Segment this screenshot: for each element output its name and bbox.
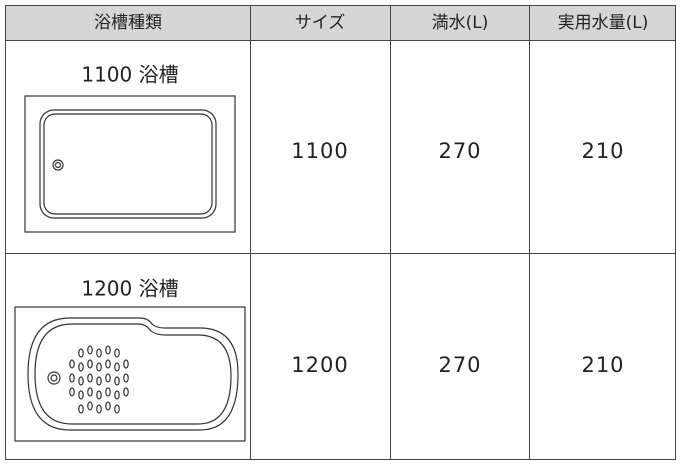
anti-slip-dot (87, 401, 93, 411)
anti-slip-dot (78, 362, 84, 372)
anti-slip-dot (87, 345, 93, 355)
anti-slip-dot (78, 348, 84, 358)
tub-outline (14, 306, 246, 442)
usable-volume-cell: 210 (581, 139, 624, 163)
header-background (5, 5, 676, 40)
tub-label: 1200 浴槽 (81, 277, 178, 301)
header-cell: 実用水量(L) (558, 13, 649, 33)
full-volume-cell: 270 (438, 353, 481, 377)
header-cell: 満水(L) (432, 13, 489, 33)
anti-slip-dot (69, 373, 75, 383)
anti-slip-dot (96, 404, 102, 414)
anti-slip-dot (123, 373, 129, 383)
anti-slip-dot (105, 345, 111, 355)
anti-slip-dot (105, 387, 111, 397)
anti-slip-dot (114, 348, 120, 358)
anti-slip-dot (87, 359, 93, 369)
table-grid (5, 5, 676, 460)
anti-slip-dot (87, 387, 93, 397)
tub-basin (39, 109, 217, 219)
drain (54, 161, 62, 169)
tub-rim (27, 317, 239, 431)
tub-1200-drawing (14, 306, 246, 442)
anti-slip-dot (123, 359, 129, 369)
anti-slip-dot (96, 362, 102, 372)
anti-slip-dot (114, 362, 120, 372)
anti-slip-dot (105, 359, 111, 369)
tub-1100-drawing (24, 95, 236, 233)
anti-slip-dot (78, 390, 84, 400)
drain (52, 159, 64, 171)
anti-slip-dot (105, 373, 111, 383)
anti-slip-dot (87, 373, 93, 383)
size-cell: 1200 (291, 353, 348, 377)
anti-slip-dot (69, 359, 75, 369)
tub-label: 1100 浴槽 (81, 63, 178, 87)
drain (47, 371, 61, 385)
anti-slip-dot (78, 404, 84, 414)
anti-slip-dot (96, 348, 102, 358)
header-cell: サイズ (295, 13, 346, 33)
size-cell: 1100 (291, 139, 348, 163)
drain (50, 374, 58, 382)
anti-slip-dot (78, 376, 84, 386)
anti-slip-dot (96, 376, 102, 386)
usable-volume-cell: 210 (581, 353, 624, 377)
anti-slip-dot (123, 387, 129, 397)
header-cell: 浴槽種類 (94, 13, 162, 33)
tub-basin-inner (43, 113, 213, 215)
tub-basin (34, 323, 232, 425)
table-border (5, 5, 676, 460)
full-volume-cell: 270 (438, 139, 481, 163)
anti-slip-dot (114, 390, 120, 400)
anti-slip-dot (114, 404, 120, 414)
anti-slip-dot (69, 387, 75, 397)
anti-slip-dot (114, 376, 120, 386)
anti-slip-dot (96, 390, 102, 400)
anti-slip-dot (105, 401, 111, 411)
tub-outline (24, 95, 236, 233)
